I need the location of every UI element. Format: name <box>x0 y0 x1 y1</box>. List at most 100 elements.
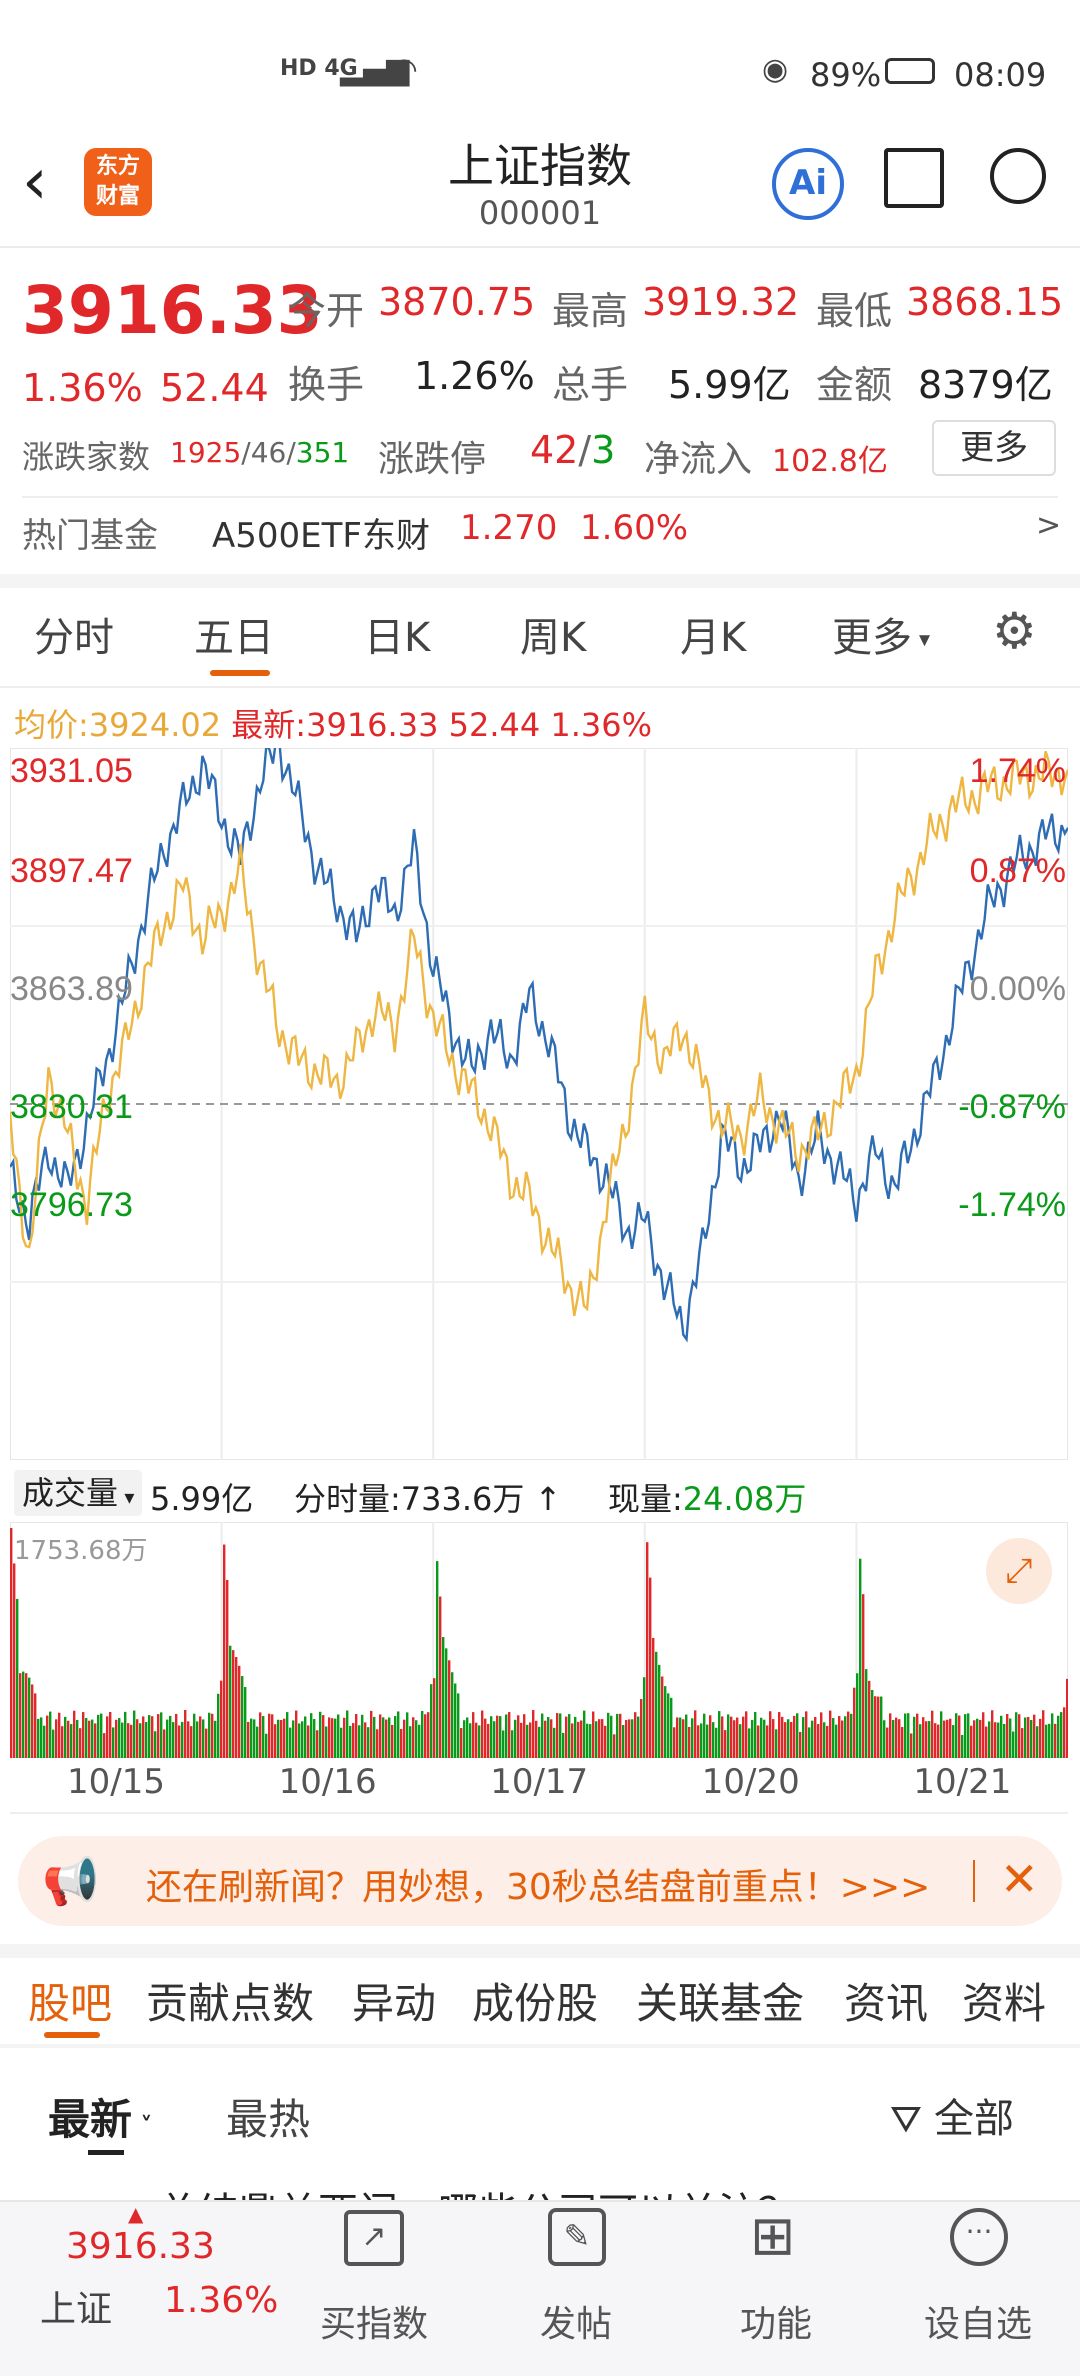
tab-contribution[interactable]: 贡献点数 <box>146 1979 315 2028</box>
volume-bar <box>565 1716 568 1758</box>
search-icon[interactable] <box>990 148 1046 204</box>
volume-bar <box>835 1724 838 1758</box>
volume-bar <box>451 1672 454 1758</box>
volume-bar <box>958 1715 961 1758</box>
volume-chart[interactable] <box>10 1522 1068 1758</box>
latest-value: 3916.33 <box>306 706 439 744</box>
volume-bar <box>550 1719 553 1758</box>
tab-related-funds[interactable]: 关联基金 <box>636 1979 805 2028</box>
volume-bar <box>766 1725 769 1758</box>
tab-constituents[interactable]: 成份股 <box>472 1979 599 2028</box>
ai-button[interactable]: Ai <box>772 148 844 220</box>
volume-bar <box>541 1713 544 1758</box>
volume-bar <box>196 1721 199 1758</box>
price-chart[interactable]: 3931.05 3897.47 3863.89 3830.31 3796.73 1.74%… <box>10 748 1068 1460</box>
volume-bar <box>691 1718 694 1758</box>
volume-bar <box>1042 1710 1045 1758</box>
volume-bar <box>382 1717 385 1758</box>
volume-bar <box>544 1720 547 1758</box>
volume-bar <box>793 1715 796 1758</box>
volume-bar <box>685 1714 688 1758</box>
tab-movement[interactable]: 异动 <box>352 1979 437 2028</box>
volume-bar <box>913 1716 916 1758</box>
now-volume-value: 24.08万 <box>682 1480 807 1518</box>
volume-bar <box>175 1713 178 1758</box>
volume-bar <box>1030 1719 1033 1758</box>
hot-fund-name: A500ETF东财 <box>212 516 430 556</box>
volume-bar <box>244 1687 247 1758</box>
volume-bar <box>967 1713 970 1758</box>
tab-more[interactable]: 更多 ▾ <box>832 605 930 663</box>
y-tick-left: 3796.73 <box>10 1186 133 1224</box>
volume-bar <box>895 1717 898 1758</box>
volume-bar <box>364 1722 367 1758</box>
breadth-flat: 46 <box>250 436 287 469</box>
promo-banner[interactable]: 📢 还在刷新闻？用妙想，30秒总结盘前重点！>>> ✕ <box>18 1836 1062 1926</box>
volume-bar <box>928 1721 931 1758</box>
volume-bar <box>622 1724 625 1758</box>
volume-bar <box>859 1558 862 1758</box>
tab-daily-k[interactable]: 日K <box>364 615 431 661</box>
share-icon[interactable] <box>884 148 944 208</box>
tab-five-day[interactable]: 五日 <box>194 615 274 661</box>
volume-bar <box>466 1717 469 1758</box>
volume-bar <box>55 1719 58 1758</box>
volume-bar <box>358 1725 361 1758</box>
feed-partial-item[interactable]: 总结鼎益西门，哪些公司可以关注？ <box>48 2180 1048 2200</box>
gear-icon[interactable]: ⚙ <box>992 602 1037 660</box>
y-tick-left: 3830.31 <box>10 1088 133 1126</box>
tab-intraday[interactable]: 分时 <box>34 615 114 661</box>
volume-bar <box>334 1718 337 1758</box>
amount-label: 金额 <box>816 363 893 407</box>
x-axis-labels: 10/15 10/16 10/17 10/20 10/21 <box>10 1762 1068 1806</box>
volume-bar <box>637 1716 640 1758</box>
sort-latest[interactable]: 最新 ˅ <box>48 2086 152 2147</box>
y-tick-left: 3863.89 <box>10 970 133 1008</box>
tab-forum[interactable]: 股吧 <box>28 1979 113 2028</box>
filter-button[interactable]: ⛛ 全部 <box>890 2086 1014 2144</box>
volume-bar <box>70 1724 73 1758</box>
volume-bar <box>130 1724 133 1758</box>
filter-label: 全部 <box>934 2096 1014 2142</box>
volume-bar <box>202 1719 205 1758</box>
expand-button[interactable]: ⤢ <box>986 1538 1052 1604</box>
volume-bar <box>916 1713 919 1758</box>
volume-bar <box>919 1724 922 1758</box>
divider <box>22 496 1058 498</box>
volume-bar <box>559 1713 562 1758</box>
volume-bar <box>499 1716 502 1758</box>
volume-bar <box>490 1716 493 1758</box>
tab-monthly-k[interactable]: 月K <box>680 615 747 661</box>
tick-volume-label: 分时量:733.6万 <box>294 1480 525 1518</box>
volume-selector[interactable]: 成交量 ▾ <box>14 1470 143 1516</box>
volume-bar <box>937 1724 940 1758</box>
more-button[interactable]: 更多 <box>932 420 1056 476</box>
hot-fund-pct: 1.60% <box>580 508 689 548</box>
volume-bar <box>121 1722 124 1758</box>
volume-bar <box>580 1720 583 1758</box>
volume-bar <box>1051 1713 1054 1758</box>
volume-bar <box>1057 1715 1060 1758</box>
limit-down: 3 <box>591 428 616 472</box>
back-button[interactable]: ‹ <box>22 145 48 219</box>
volume-bar <box>442 1637 445 1758</box>
close-icon[interactable]: ✕ <box>1000 1852 1039 1906</box>
tab-weekly-k[interactable]: 周K <box>520 615 587 661</box>
volume-bar <box>31 1684 34 1758</box>
volume-bar <box>817 1723 820 1758</box>
volume-bar <box>427 1712 430 1758</box>
tab-news[interactable]: 资讯 <box>844 1979 929 2028</box>
latest-label: 最新: <box>231 706 307 744</box>
ticker-name: 上证 <box>40 2289 113 2330</box>
chevron-down-icon: ˅ <box>132 2112 153 2140</box>
volume-bar <box>598 1719 601 1758</box>
volume-bar <box>502 1730 505 1758</box>
volume-bar <box>367 1727 370 1758</box>
app-logo[interactable]: 东方 财富 <box>84 148 152 216</box>
tab-profile[interactable]: 资料 <box>962 1979 1047 2028</box>
volume-bar <box>1063 1707 1066 1758</box>
volume-bar <box>268 1713 271 1758</box>
volume-bar <box>631 1719 634 1758</box>
sort-hot[interactable]: 最热 <box>226 2095 311 2144</box>
volume-total: 5.99亿 <box>150 1480 254 1518</box>
